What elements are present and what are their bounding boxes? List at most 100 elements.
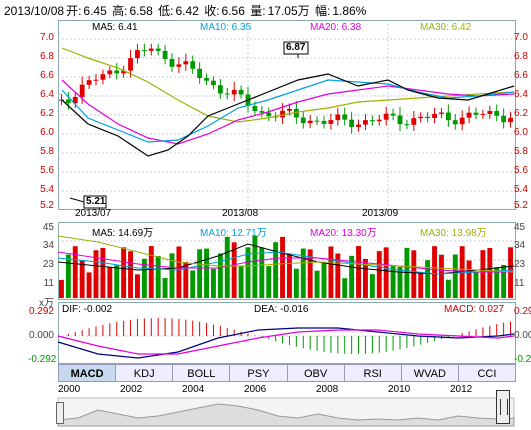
volume-bar	[425, 260, 431, 298]
volume-bar	[328, 246, 334, 298]
open-label: 开:	[66, 4, 82, 18]
price-tick: 6.4	[40, 89, 54, 100]
candle-body	[501, 115, 507, 123]
vol-tick: 45	[42, 222, 54, 233]
volume-bar	[238, 266, 244, 298]
dif-line	[57, 327, 515, 359]
volume-bar	[397, 266, 403, 298]
volume-bar	[93, 250, 99, 298]
tab-boll[interactable]: BOLL	[173, 364, 231, 382]
candle-body	[300, 117, 306, 124]
volume-bar	[487, 247, 493, 298]
volume-bar	[314, 270, 320, 298]
candle-body	[314, 120, 320, 122]
volume-bar	[459, 246, 465, 298]
candle-body	[121, 70, 127, 74]
candle-body	[190, 61, 196, 69]
year-label: 2010	[388, 384, 411, 395]
timeline-left-handle[interactable]	[56, 402, 64, 424]
volume-bar	[376, 251, 382, 298]
tab-rsi[interactable]: RSI	[344, 364, 402, 382]
candle-body	[155, 48, 161, 51]
year-label: 2004	[182, 384, 205, 395]
candle-body	[211, 80, 216, 86]
timeline-right-handle[interactable]	[496, 390, 510, 424]
candle-body	[197, 68, 203, 79]
low-marker	[69, 195, 107, 209]
volume-bar	[473, 272, 479, 298]
macd-tick: -0.292	[514, 354, 531, 365]
volume-bar	[280, 236, 285, 298]
volume-bar	[135, 274, 140, 298]
high-marker	[283, 41, 309, 58]
candle-body	[425, 116, 431, 118]
vol-ma20-line	[57, 251, 514, 273]
tab-kdj[interactable]: KDJ	[116, 364, 174, 382]
ma5-line	[61, 73, 515, 157]
candle-body	[349, 119, 355, 128]
candle-body	[363, 120, 368, 125]
high-marker-label: 6.87	[286, 42, 306, 53]
price-tick: 6.4	[514, 89, 528, 100]
drag-grip-icon	[500, 399, 508, 415]
candle-body	[86, 80, 92, 85]
quote-date: 2013/10/08	[4, 4, 65, 18]
candle-body	[135, 50, 140, 59]
candlestick-chart	[58, 20, 515, 209]
tab-psy[interactable]: PSY	[230, 364, 288, 382]
candle-body	[452, 120, 458, 125]
volume-bar	[245, 247, 251, 298]
volume-bar	[59, 280, 64, 298]
high-label: 高:	[112, 4, 128, 18]
candle-body	[466, 112, 472, 118]
tab-wvad[interactable]: WVAD	[401, 364, 459, 382]
candle-body	[390, 113, 396, 116]
volume-bar	[452, 254, 458, 298]
candle-body	[141, 50, 147, 52]
volume-bar	[72, 246, 78, 298]
candle-body	[376, 119, 382, 122]
tab-obv[interactable]: OBV	[287, 364, 345, 382]
volume-bar	[418, 272, 424, 298]
price-tick: 5.6	[514, 165, 528, 176]
vol-unit: x万	[39, 298, 54, 309]
volume-bar	[128, 251, 133, 298]
volume-bar	[259, 247, 265, 298]
candle-body	[508, 117, 513, 123]
tab-cci[interactable]: CCI	[458, 364, 516, 382]
candle-body	[287, 108, 292, 111]
vol-ma30-legend: MA30: 13.98万	[420, 228, 487, 239]
macd-tick: 0.292	[28, 306, 54, 317]
candle-body	[114, 70, 120, 74]
volume-bar	[411, 250, 417, 298]
high-value: 6.58	[129, 4, 153, 18]
volume-bar	[349, 255, 355, 298]
timeline-navigator[interactable]	[57, 397, 515, 427]
candle-body	[321, 120, 327, 124]
vol-ma30-line	[57, 235, 515, 273]
price-tick: 6.6	[40, 70, 54, 81]
price-tick: 5.4	[514, 184, 528, 195]
candle-body	[383, 113, 389, 120]
volume-bar	[197, 249, 203, 298]
volume-bar	[273, 242, 279, 298]
x-label-jul: 2013/07	[75, 208, 112, 219]
volume-bar	[369, 274, 375, 298]
candle-body	[487, 111, 493, 115]
macd-value-legend: MACD: 0.027	[444, 304, 505, 315]
candle-body	[280, 110, 285, 118]
candle-body	[59, 99, 64, 101]
candle-body	[79, 84, 85, 97]
volume-bar	[231, 242, 237, 298]
candle-body	[307, 120, 313, 124]
volume-bar	[107, 267, 113, 298]
vol-tick: 11	[43, 278, 54, 289]
tab-macd[interactable]: MACD	[58, 364, 117, 382]
year-label: 2006	[244, 384, 267, 395]
candle-body	[107, 70, 113, 75]
year-label: 2002	[120, 384, 143, 395]
vol-tick: 34	[514, 240, 526, 251]
candle-body	[93, 79, 99, 81]
volume-bar	[335, 253, 341, 298]
candle-body	[494, 111, 500, 116]
